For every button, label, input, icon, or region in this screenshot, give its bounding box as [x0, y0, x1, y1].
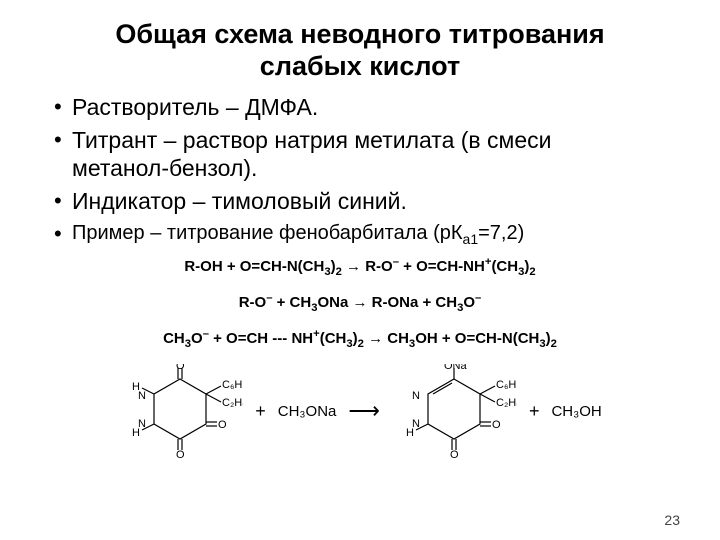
reagent: CH₃ONa: [278, 403, 337, 420]
svg-text:H: H: [132, 427, 140, 439]
svg-text:C₆H₅: C₆H₅: [496, 379, 517, 391]
title-line-2: слабых кислот: [260, 51, 460, 81]
plus-1: +: [255, 401, 266, 422]
molecule-right: ONa O O N N H C₆H₅ C₂H₅: [392, 364, 517, 459]
svg-text:C₆H₅: C₆H₅: [222, 379, 243, 391]
bullet-solvent: Растворитель – ДМФА.: [48, 93, 672, 122]
bullet-text: метанол-бензол).: [72, 155, 257, 181]
bullet-text: =7,2): [478, 222, 524, 244]
bullet-indicator: Индикатор – тимоловый синий.: [48, 187, 672, 216]
slide-title: Общая схема неводного титрования слабых …: [48, 18, 672, 83]
svg-text:O: O: [492, 419, 501, 431]
svg-text:O: O: [218, 419, 227, 431]
arrow-icon: ⟶: [348, 398, 380, 424]
svg-text:C₂H₅: C₂H₅: [496, 397, 517, 409]
bullet-text: Титрант – раствор натрия метилата (в сме…: [72, 127, 551, 153]
svg-text:C₂H₅: C₂H₅: [222, 397, 243, 409]
svg-text:O: O: [450, 449, 459, 459]
bullet-list: Растворитель – ДМФА. Титрант – раствор н…: [48, 93, 672, 248]
equation-1: R-OH + O=CH-N(CH3)2 → R-O– + O=CH-NH+(CH…: [48, 256, 672, 278]
bullet-text: Пример – титрование фенобарбитала (рК: [72, 222, 463, 244]
bullet-text: Растворитель – ДМФА.: [72, 94, 318, 120]
svg-text:H: H: [132, 381, 140, 393]
bullet-sub: а1: [463, 231, 479, 247]
structure-equation: O O O N N H H C₆H₅ C₂H₅ + CH₃ONa ⟶: [48, 364, 672, 459]
slide: Общая схема неводного титрования слабых …: [0, 0, 720, 540]
equation-3: CH3O– + O=CH --- NH+(CH3)2 → CH3OH + O=C…: [48, 328, 672, 350]
product: CH₃OH: [551, 403, 601, 420]
page-number: 23: [664, 512, 680, 528]
bullet-titrant: Титрант – раствор натрия метилата (в сме…: [48, 126, 672, 184]
equation-2: R-O– + CH3ONa → R-ONa + CH3O–: [48, 292, 672, 314]
svg-text:H: H: [406, 427, 414, 439]
svg-text:O: O: [176, 364, 185, 372]
plus-2: +: [529, 401, 540, 422]
svg-text:N: N: [412, 390, 420, 402]
bullet-text: Индикатор – тимоловый синий.: [72, 188, 407, 214]
svg-text:O: O: [176, 449, 185, 459]
title-line-1: Общая схема неводного титрования: [115, 19, 604, 49]
bullet-example: Пример – титрование фенобарбитала (рКа1=…: [48, 220, 672, 248]
equations-block: R-OH + O=CH-N(CH3)2 → R-O– + O=CH-NH+(CH…: [48, 256, 672, 459]
svg-text:ONa: ONa: [444, 364, 468, 372]
molecule-left: O O O N N H H C₆H₅ C₂H₅: [118, 364, 243, 459]
